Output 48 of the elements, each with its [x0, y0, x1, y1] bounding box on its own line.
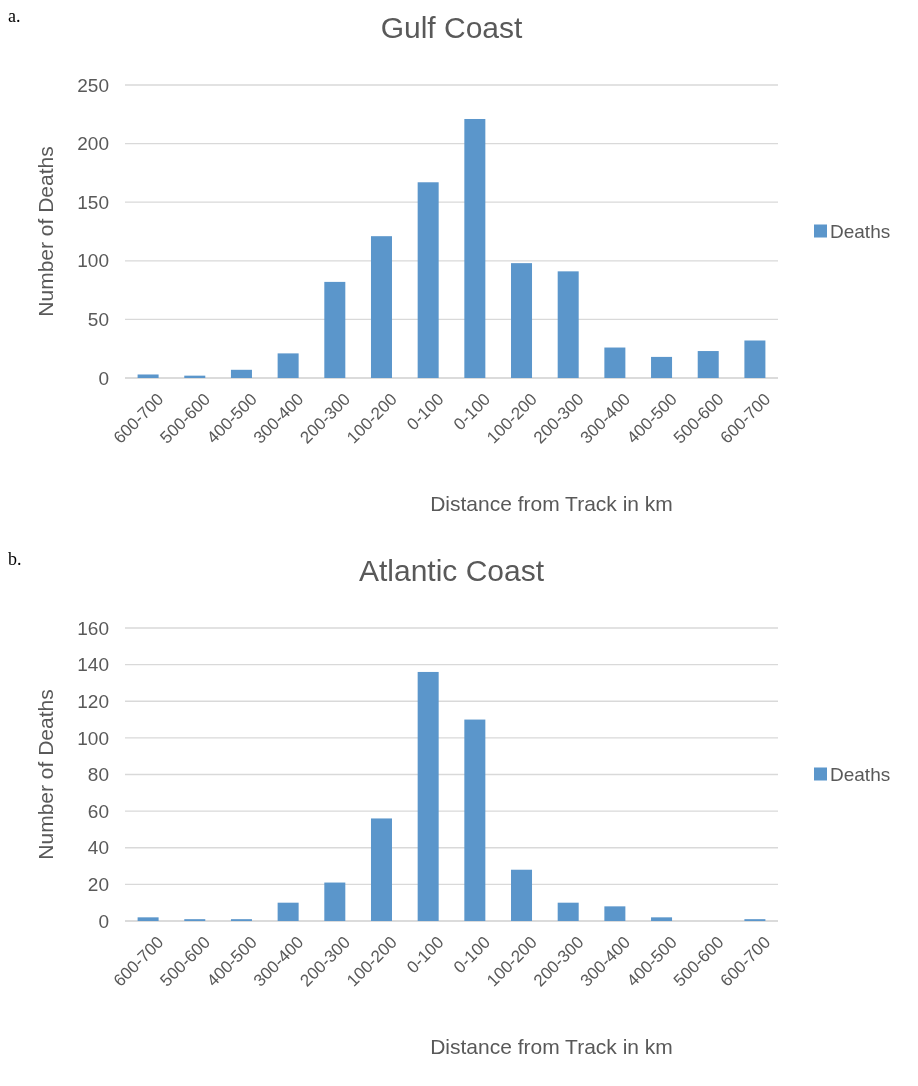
- bar: [744, 340, 766, 378]
- bar: [277, 902, 299, 921]
- chart-title: Gulf Coast: [380, 11, 524, 44]
- y-tick-label: 0: [98, 910, 109, 932]
- y-tick-label: 80: [87, 764, 109, 786]
- y-axis-title: Number of Deaths: [34, 146, 57, 317]
- y-axis-title: Number of Deaths: [34, 689, 57, 860]
- bar: [417, 671, 439, 921]
- text: b.: [8, 549, 22, 569]
- bar: [651, 356, 673, 378]
- x-axis-title: Distance from Track in km: [430, 492, 673, 515]
- bar: [557, 902, 579, 921]
- bar: [651, 917, 673, 921]
- bar: [604, 906, 626, 921]
- y-tick-label: 250: [77, 74, 109, 96]
- y-tick-label: 140: [77, 654, 109, 676]
- y-tick-label: 20: [87, 874, 109, 896]
- bar: [137, 374, 159, 378]
- bar: [370, 236, 392, 378]
- y-tick-label: 120: [77, 690, 109, 712]
- y-tick-label: 160: [77, 617, 109, 639]
- bar: [697, 351, 719, 378]
- chart-title: Atlantic Coast: [358, 554, 545, 587]
- bar: [511, 869, 533, 921]
- bar: [604, 347, 626, 378]
- y-tick-label: 100: [77, 250, 109, 272]
- bar: [324, 281, 346, 378]
- bar: [511, 263, 533, 378]
- y-tick-label: 200: [77, 133, 109, 155]
- y-tick-label: 50: [87, 309, 109, 331]
- bar: [464, 118, 486, 378]
- bar: [137, 917, 159, 921]
- y-tick-label: 60: [87, 800, 109, 822]
- bar: [230, 369, 252, 378]
- legend-label: Deaths: [830, 764, 891, 786]
- y-tick-label: 150: [77, 191, 109, 213]
- y-tick-label: 40: [87, 837, 109, 859]
- bar: [557, 271, 579, 378]
- bar: [370, 818, 392, 921]
- bar: [417, 182, 439, 378]
- legend-label: Deaths: [830, 221, 891, 243]
- x-axis-title: Distance from Track in km: [430, 1035, 673, 1058]
- text: a.: [8, 6, 21, 26]
- bar: [464, 719, 486, 921]
- y-tick-label: 100: [77, 727, 109, 749]
- bar: [277, 353, 299, 378]
- bar: [324, 882, 346, 921]
- y-tick-label: 0: [98, 367, 109, 389]
